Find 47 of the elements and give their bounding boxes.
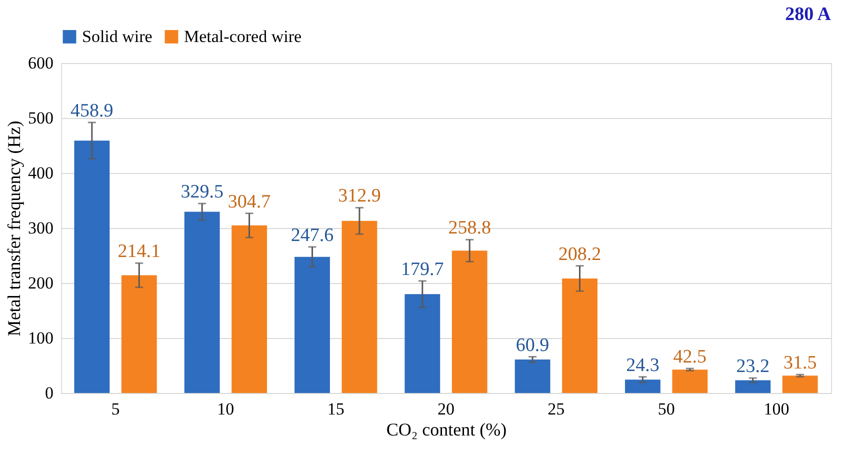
data-label: 214.1 xyxy=(118,241,161,262)
x-tick-label: 15 xyxy=(327,400,344,418)
bar xyxy=(294,256,330,393)
chart-title: 280 A xyxy=(785,4,832,25)
data-label: 208.2 xyxy=(558,244,602,265)
bar xyxy=(625,380,660,393)
bar xyxy=(735,380,771,393)
data-label: 179.7 xyxy=(401,258,444,280)
y-tick-label: 600 xyxy=(28,54,54,72)
data-label: 247.6 xyxy=(290,224,334,246)
x-tick-label: 10 xyxy=(217,400,234,418)
bar xyxy=(514,360,550,393)
legend-label: Metal-cored wire xyxy=(184,26,302,46)
data-label: 304.7 xyxy=(228,191,271,212)
y-tick-label: 500 xyxy=(28,108,54,128)
data-label: 60.9 xyxy=(516,334,550,356)
y-tick-label: 300 xyxy=(28,218,54,238)
bar xyxy=(562,278,598,393)
bar xyxy=(74,140,110,393)
y-tick-label: 400 xyxy=(28,164,54,182)
data-label: 258.8 xyxy=(448,218,491,239)
x-tick-label: 50 xyxy=(658,400,675,418)
data-label: 312.9 xyxy=(338,186,381,207)
y-tick-label: 200 xyxy=(28,274,54,292)
bar xyxy=(782,376,818,393)
x-axis-title: CO₂ content (%) xyxy=(386,420,507,440)
x-tick-label: 5 xyxy=(111,400,120,418)
bar xyxy=(184,212,220,393)
data-label: 23.2 xyxy=(736,356,770,378)
bar xyxy=(232,225,267,393)
x-tick-label: 20 xyxy=(438,400,454,418)
y-tick-label: 0 xyxy=(45,384,54,402)
bar xyxy=(342,220,378,393)
data-label: 31.5 xyxy=(783,352,817,374)
bar xyxy=(404,294,440,393)
x-tick-label: 100 xyxy=(764,400,790,418)
bar xyxy=(452,250,488,393)
y-axis-title: Metal transfer frequency (Hz) xyxy=(4,120,24,336)
bar xyxy=(121,275,157,393)
legend-label: Solid wire xyxy=(82,26,152,46)
data-label: 458.9 xyxy=(70,100,114,122)
data-label: 42.5 xyxy=(673,346,707,368)
data-label: 329.5 xyxy=(180,182,224,203)
x-tick-label: 25 xyxy=(548,400,565,418)
data-label: 24.3 xyxy=(626,354,660,376)
y-tick-label: 100 xyxy=(28,328,54,348)
bar xyxy=(672,370,708,393)
